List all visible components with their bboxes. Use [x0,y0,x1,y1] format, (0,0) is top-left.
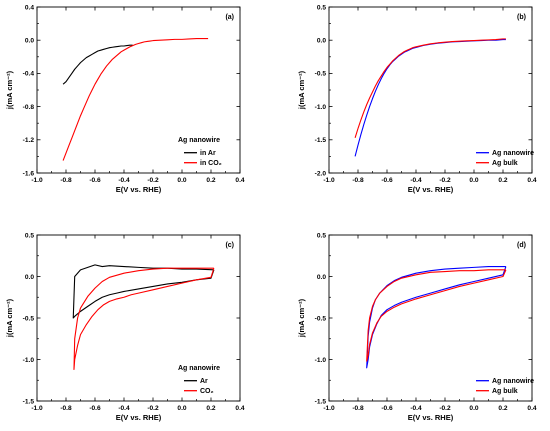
panel-3-xtick-label: -0.6 [89,405,101,412]
panel-1-ytick-label: -1.2 [23,137,35,144]
panel-3-xtick-label: -0.8 [60,405,72,412]
panel-3-frame [36,234,241,402]
panel-2-xtick-label: -0.2 [439,177,451,184]
panel-1-xtick-label: -0.4 [118,177,130,184]
panel-3-legend-label-1: Ar [200,378,208,385]
panel-2-panel-letter: (b) [517,14,526,21]
panel-4-legend-label-2: Ag bulk [492,388,518,395]
panel-1-ytick-label: -0.8 [23,104,35,111]
panel-4-xaxis-label: E(V vs. RHE) [408,413,454,422]
panel-4: -1.0 -0.8 -0.6 -0.4 -0.2 0.0 0.2 0.4-1.5-1.0-0.… [297,232,537,422]
panel-1-ytick-label: 0.0 [25,38,34,45]
panel-2-ytick-label: -1.0 [315,104,327,111]
panel-4-xtick-label: -1.0 [323,405,335,412]
panel-4-xtick-label: -0.4 [410,405,422,412]
panel-4-xtick-label: -0.6 [381,405,393,412]
panel-1-ytick-label: -1.6 [23,170,35,177]
panel-2-xaxis-label: E(V vs. RHE) [408,185,454,194]
panel-3-xtick-label: -0.2 [147,405,159,412]
panel-2-xtick-label: -0.8 [352,177,364,184]
panel-3-panel-letter: (c) [225,242,234,249]
panel-2: -1.0 -0.8 -0.6 -0.4 -0.2 0.0 0.2 0.4 -2.0 -1.5 -1.… [297,4,537,194]
panel-3-ytick-label: 0.5 [25,232,34,239]
panel-3: -1.0 -0.8 -0.6 -0.4 -0.2 0.0 0.2 0.4-1.5-1.0-0.… [5,232,245,422]
panel-1-series-2-line [62,37,209,161]
panel-1-legend-title: Ag nanowire [178,137,220,144]
panel-2-xtick-label: 0.2 [498,177,507,184]
panel-4-frame [328,234,533,402]
panel-2-yaxis-label: j(mA cm⁻²) [297,70,306,110]
panel-2-frame [328,6,533,174]
panel-3-ytick-label: 0.0 [25,274,34,281]
panel-4-ytick-label: 0.0 [317,274,326,281]
panel-4-xtick-label: 0.2 [498,405,507,412]
panel-2-ytick-label: -0.5 [315,71,327,78]
panel-3-xtick-label: 0.4 [235,405,244,412]
panel-4-ytick-label: -1.5 [315,398,327,405]
panel-1-xtick-label: 0.4 [235,177,244,184]
panel-4-xtick-label: 0.4 [527,405,536,412]
panel-1-xaxis-label: E(V vs. RHE) [116,185,162,194]
panel-2-xtick-label: -1.0 [323,177,335,184]
panel-4-series-1-line [366,265,507,369]
panel-3-xtick-label: 0.2 [206,405,215,412]
panel-1-legend-label-2: in CO₂ [200,160,222,167]
panel-4-xtick-label: -0.8 [352,405,364,412]
panel-1-xtick-label: -1.0 [31,177,43,184]
panel-3-ytick-label: -1.5 [23,398,35,405]
panel-1-legend-label-1: in Ar [200,150,216,157]
panel-2-legend-label-1: Ag nanowire [492,150,534,157]
panel-2-ytick-label: 0.5 [317,4,326,11]
panel-1-panel-letter: (a) [225,14,234,21]
panel-2-ytick-label: -2.0 [315,170,327,177]
panel-2-ytick-label: 0.0 [317,38,326,45]
panel-3-legend-title: Ag nanowire [178,365,220,372]
panel-3-xtick-label: -0.4 [118,405,130,412]
panel-4-legend-label-1: Ag nanowire [492,378,534,385]
panel-4-ytick-label: -0.5 [315,315,327,322]
panel-1-yaxis-label: j(mA cm⁻²) [5,70,14,110]
panel-4-ytick-label: -1.0 [315,357,327,364]
panel-3-series-1-line [72,264,215,319]
panel-3-xtick-label: 0.0 [177,405,186,412]
panel-2-series-1-line [354,38,506,157]
panel-4-xtick-label: -0.2 [439,405,451,412]
panel-4-series-2-line [366,269,507,362]
panel-1-xtick-label: -0.8 [60,177,72,184]
panel-1: -1.0 -0.8 -0.6 -0.4 -0.2 0.0 0.2 0.4 -1.6 -1.2 -0.… [5,4,245,194]
panel-3-series-2-line [73,267,215,371]
panel-1-series-1-line [62,44,133,85]
panel-2-xtick-label: -0.4 [410,177,422,184]
panel-3-xtick-label: -1.0 [31,405,43,412]
panel-3-ytick-label: -1.0 [23,357,35,364]
panel-2-xtick-label: 0.0 [469,177,478,184]
panel-2-xtick-label: 0.4 [527,177,536,184]
panel-1-ytick-label: -0.4 [23,71,35,78]
panel-3-yaxis-label: j(mA cm⁻²) [5,298,14,338]
panel-2-ytick-label: -1.5 [315,137,327,144]
panel-3-ytick-label: -0.5 [23,315,35,322]
panel-3-xaxis-label: E(V vs. RHE) [116,413,162,422]
panel-1-ytick-label: 0.4 [25,4,34,11]
panel-4-yaxis-label: j(mA cm⁻²) [297,298,306,338]
panel-2-legend-label-2: Ag bulk [492,160,518,167]
panel-1-xtick-label: 0.0 [177,177,186,184]
panel-4-xtick-label: 0.0 [469,405,478,412]
panel-2-xtick-label: -0.6 [381,177,393,184]
panel-1-xtick-label: -0.6 [89,177,101,184]
panel-3-legend-label-2: CO₂ [200,388,214,395]
panel-2-series-2-line [354,38,506,138]
panel-4-ytick-label: 0.5 [317,232,326,239]
panel-4-panel-letter: (d) [517,242,526,249]
panel-1-xtick-label: 0.2 [206,177,215,184]
panel-1-xtick-label: -0.2 [147,177,159,184]
